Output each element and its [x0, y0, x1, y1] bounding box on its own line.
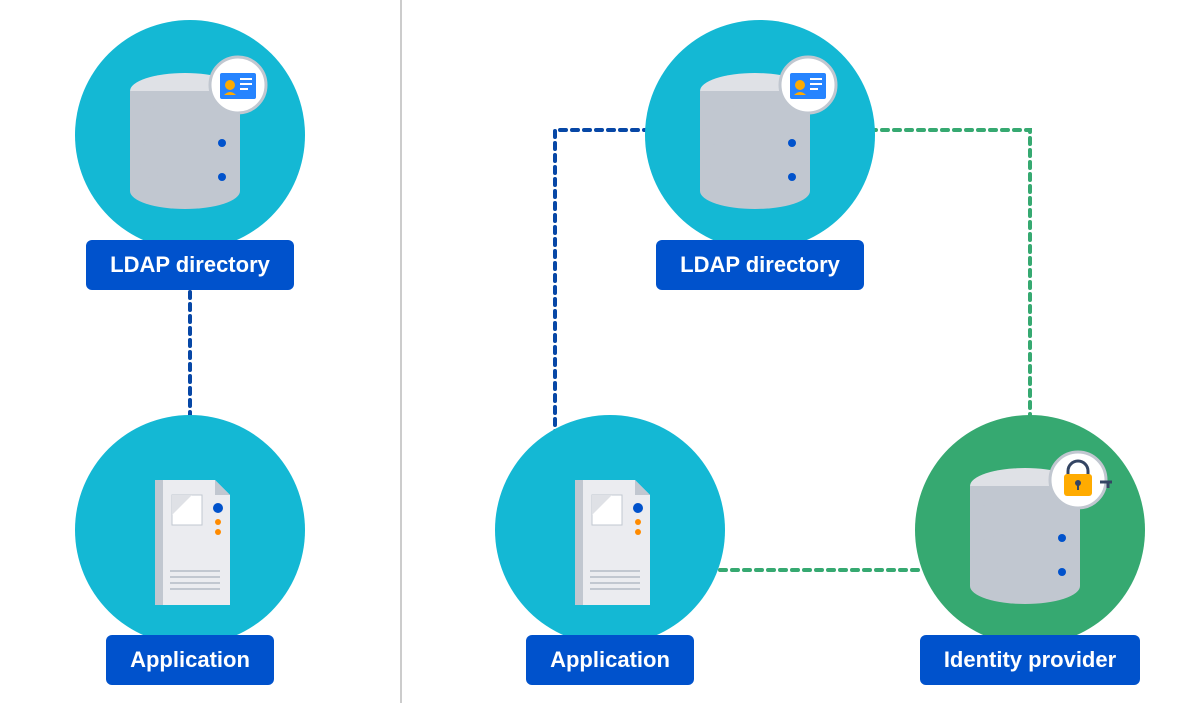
- edge-ldap_right-app_right: [555, 130, 650, 440]
- node-circle: [495, 415, 725, 645]
- node-app_left: Application: [75, 415, 305, 685]
- database-id-icon: [100, 45, 280, 225]
- node-circle: [645, 20, 875, 250]
- node-ldap_right: LDAP directory: [645, 20, 875, 290]
- panel-divider: [400, 0, 402, 703]
- node-label: LDAP directory: [86, 240, 294, 290]
- node-label: Application: [526, 635, 694, 685]
- node-app_right: Application: [495, 415, 725, 685]
- node-ldap_left: LDAP directory: [75, 20, 305, 290]
- node-label: Identity provider: [920, 635, 1140, 685]
- edge-ldap_right-idp: [870, 130, 1030, 420]
- server-icon: [100, 440, 280, 620]
- node-label: LDAP directory: [656, 240, 864, 290]
- node-circle: [75, 20, 305, 250]
- node-label: Application: [106, 635, 274, 685]
- database-lock-icon: [940, 440, 1120, 620]
- database-id-icon: [670, 45, 850, 225]
- server-icon: [520, 440, 700, 620]
- node-circle: [75, 415, 305, 645]
- node-idp: Identity provider: [915, 415, 1145, 685]
- node-circle: [915, 415, 1145, 645]
